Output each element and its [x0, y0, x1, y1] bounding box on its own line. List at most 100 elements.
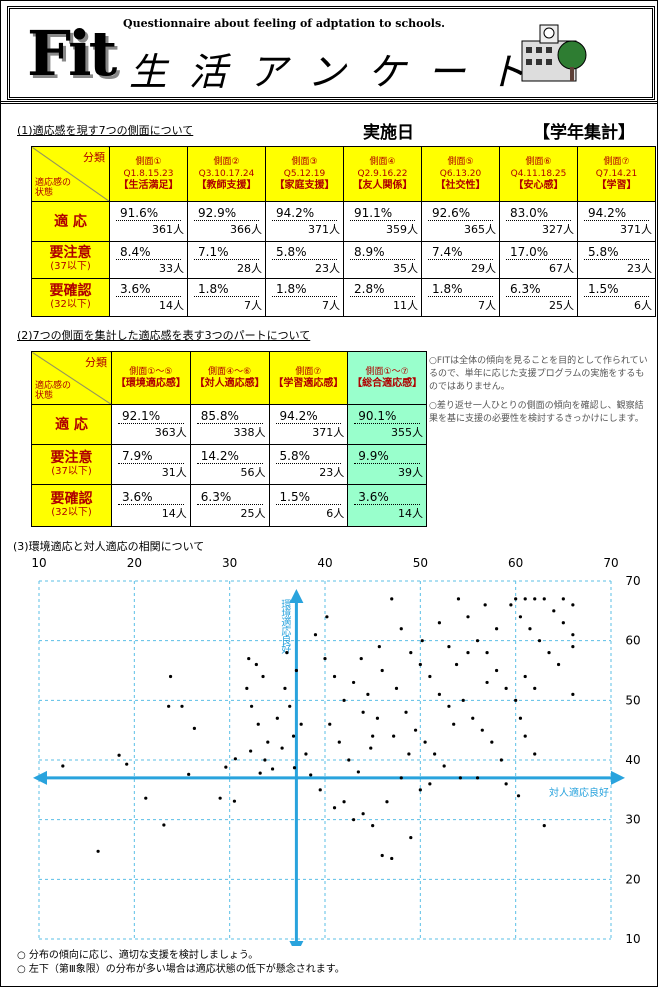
value-cell: 7.4% 29人: [421, 241, 500, 279]
count: 14人: [161, 507, 187, 520]
scatter-point: [356, 770, 360, 774]
scatter-point: [533, 686, 537, 690]
scatter-point: [299, 722, 303, 726]
x-tick-label: 40: [317, 556, 332, 570]
scatter-point: [461, 698, 465, 702]
scatter-point: [332, 674, 337, 679]
scatter-point: [162, 823, 166, 827]
scatter-point: [447, 704, 451, 708]
footer: ○ 分布の傾向に応じ、適切な支援を検討しましょう。 ○ 左下（第Ⅲ象限）の分布が多…: [17, 949, 345, 977]
scatter-point: [458, 776, 462, 780]
count: 35人: [393, 261, 418, 275]
value-cell: 1.8% 7人: [421, 278, 500, 317]
row-label: 適 応: [55, 416, 88, 433]
count: 11人: [393, 299, 418, 312]
scatter-point: [361, 812, 365, 816]
percent: 1.8%: [272, 282, 337, 297]
header-box: [7, 6, 655, 100]
y-tick-label: 60: [625, 634, 640, 648]
column-header: 側面⑦ 【学習適応感】: [268, 351, 349, 405]
aspect-table: 分類 適応感の状態 側面① Q1.8.15.23 【生活満足】 側面② Q3.10.17.2…: [31, 146, 656, 317]
scatter-point: [428, 674, 432, 679]
row-header: 要確認 (32以下): [31, 278, 110, 317]
count: 371人: [312, 426, 345, 439]
scatter-point: [394, 686, 399, 690]
column-header: 側面④～⑥ 【対人適応感】: [189, 351, 270, 405]
row-note: (37以下): [50, 261, 91, 272]
count: 33人: [159, 261, 184, 275]
percent: 2.8%: [350, 282, 415, 297]
percent: 91.1%: [350, 206, 415, 221]
count: 371人: [620, 223, 652, 236]
aspect-label: 【生活満足】: [118, 180, 179, 191]
count: 366人: [230, 223, 262, 236]
arrow-head: [33, 770, 47, 785]
aspect-name: 側面⑦: [295, 367, 322, 377]
scatter-point: [337, 740, 341, 744]
value-cell: 83.0% 327人: [499, 201, 578, 242]
scatter-point: [413, 728, 418, 732]
value-cell: 1.5% 6人: [268, 484, 349, 527]
scatter-point: [561, 597, 565, 601]
scatter-point: [509, 603, 513, 607]
y-axis-label: 環境適応良好: [279, 599, 291, 655]
section-heading: (1)適応感を現す7つの側面について: [17, 124, 194, 137]
value-cell: 3.6% 14人: [111, 484, 191, 527]
scatter-point: [514, 597, 518, 601]
scatter-point: [409, 651, 413, 655]
aspect-label: 【対人適応感】: [194, 378, 265, 389]
x-tick-label: 70: [603, 556, 618, 570]
count: 67人: [549, 261, 574, 275]
value-cell: 7.9% 31人: [111, 444, 191, 485]
note: ○差り返せ一人ひとりの側面の傾向を確認し、観察結果を基に支援の必要性を検討するき…: [429, 401, 644, 424]
x-tick-label: 10: [31, 556, 46, 570]
corner-bottom: 適応感の状態: [35, 178, 72, 198]
aspect-label: 【友人関係】: [352, 180, 413, 191]
count: 371人: [308, 223, 340, 236]
count: 56人: [240, 466, 266, 479]
value-cell: 5.8% 23人: [268, 444, 349, 485]
aspect-label: 【社交性】: [435, 180, 486, 191]
date-label: 実施日: [363, 123, 414, 143]
y-tick-label: 30: [625, 813, 640, 827]
aspect-name: 側面⑥: [525, 157, 552, 167]
row-label: 要注意: [50, 449, 93, 466]
scatter-point: [96, 849, 100, 853]
scatter-point: [380, 853, 384, 858]
scatter-chart: 10 20 30 40 50 60 70 10 20 30 40 50 60 70 対人適応良好 環境適応良好: [31, 556, 641, 946]
scatter-point: [552, 609, 556, 613]
percent: 1.8%: [194, 282, 259, 297]
scatter-point: [291, 734, 296, 738]
scatter-point: [224, 765, 228, 769]
percent: 1.5%: [275, 490, 342, 505]
value-cell: 92.1% 363人: [111, 404, 191, 445]
percent: 92.1%: [118, 409, 184, 424]
value-cell: 91.6% 361人: [109, 201, 188, 242]
value-cell: 3.6% 14人: [109, 278, 188, 317]
value-cell: 5.8% 23人: [265, 241, 344, 279]
scatter-point: [192, 726, 196, 730]
scatter-point: [392, 734, 396, 738]
value-cell: 94.2% 371人: [268, 404, 349, 445]
scatter-point: [518, 615, 523, 619]
count: 361人: [152, 223, 184, 236]
row-note: (37以下): [51, 465, 92, 477]
questions: Q4.11.18.25: [510, 169, 567, 179]
count: 28人: [237, 261, 262, 275]
aspect-name: 側面①: [135, 157, 162, 167]
scatter-point: [561, 621, 565, 625]
column-header: 側面①～⑦ 【総合適応感】: [347, 351, 427, 405]
count: 363人: [154, 426, 187, 439]
scatter-point: [399, 627, 403, 631]
school-icon: [521, 24, 587, 82]
value-cell: 17.0% 67人: [499, 241, 578, 279]
scatter-point: [485, 680, 489, 685]
y-tick-label: 40: [625, 753, 640, 767]
column-header: 側面①～⑤ 【環境適応感】: [111, 351, 191, 405]
scatter-point: [233, 757, 237, 761]
scatter-point: [523, 674, 527, 679]
count: 31人: [161, 466, 187, 479]
data-row: 適 応 91.6% 361人 92.9% 366人 94.2% 371人 91.1% 359人 9…: [31, 201, 656, 242]
scatter-point: [318, 788, 322, 792]
